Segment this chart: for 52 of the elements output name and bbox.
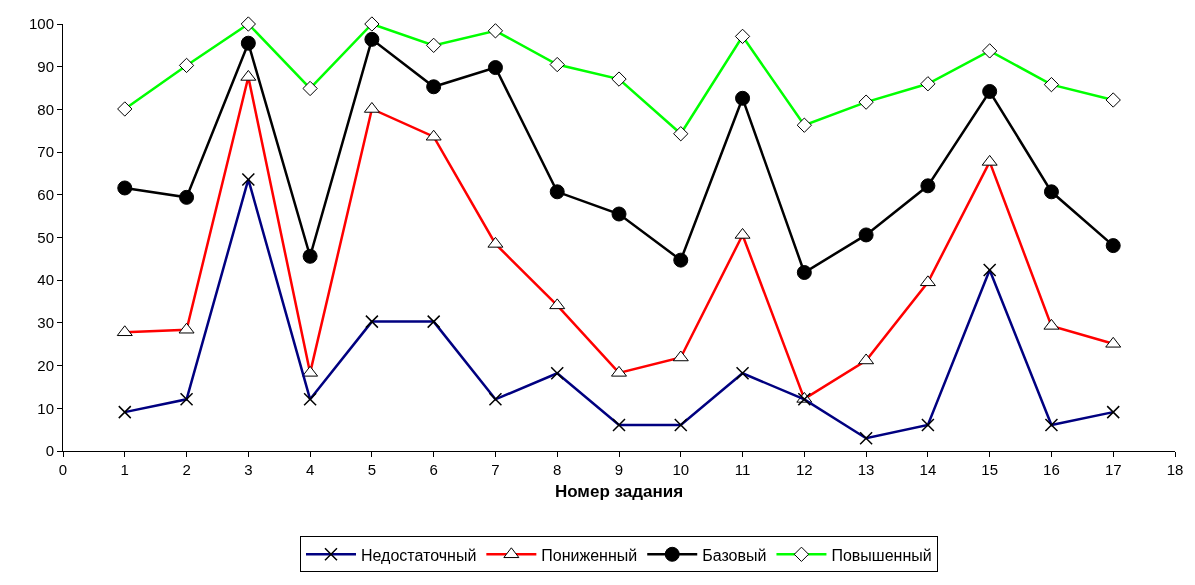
point xyxy=(1043,184,1059,200)
point xyxy=(117,180,133,196)
x-tick-label: 4 xyxy=(305,461,315,478)
x-tick-label: 12 xyxy=(795,461,813,478)
legend-label: Базовый xyxy=(702,546,767,564)
y-tick-label: 10 xyxy=(37,399,54,417)
point xyxy=(735,90,751,106)
x-tick-label: 1 xyxy=(120,461,129,478)
y-tick-label: 40 xyxy=(37,271,54,289)
y-tick-label: 70 xyxy=(37,143,54,161)
legend-label: Пониженный xyxy=(541,546,638,564)
x-tick-label: 2 xyxy=(182,461,191,478)
x-axis-title: Номер задания xyxy=(554,482,684,502)
x-tick-label: 13 xyxy=(857,461,875,478)
point xyxy=(982,83,998,99)
x-tick-label: 9 xyxy=(614,461,624,478)
x-tick-label: 6 xyxy=(429,461,438,478)
x-tick-label: 16 xyxy=(1043,461,1060,478)
x-tick-label: 18 xyxy=(1166,461,1184,478)
y-tick-label: 80 xyxy=(37,100,54,118)
y-tick-label: 20 xyxy=(37,356,54,374)
y-tick-label: 100 xyxy=(28,15,54,33)
x-tick-label: 15 xyxy=(981,461,999,478)
y-tick-label: 60 xyxy=(37,186,54,204)
x-tick-label: 11 xyxy=(734,461,751,478)
point xyxy=(302,248,318,264)
legend-label: Повышенный xyxy=(831,546,932,564)
legend-label: Недостаточный xyxy=(361,546,477,564)
point xyxy=(549,184,565,200)
point xyxy=(487,60,503,76)
x-tick-label: 0 xyxy=(58,461,68,478)
x-tick-label: 3 xyxy=(244,461,253,478)
x-tick-label: 8 xyxy=(553,461,562,478)
x-tick-label: 17 xyxy=(1104,461,1122,478)
point xyxy=(426,79,442,95)
x-tick-label: 14 xyxy=(919,461,937,478)
point xyxy=(796,265,812,280)
point xyxy=(1105,238,1121,254)
y-tick-label: 90 xyxy=(37,57,54,75)
point xyxy=(611,206,627,222)
point xyxy=(364,31,380,47)
y-tick-label: 0 xyxy=(45,442,54,460)
point xyxy=(920,178,936,194)
x-tick-label: 5 xyxy=(367,461,377,478)
point xyxy=(179,189,195,205)
y-tick-label: 50 xyxy=(37,228,54,246)
y-tick-label: 30 xyxy=(37,314,54,332)
point xyxy=(673,252,689,268)
x-tick-label: 10 xyxy=(672,461,690,478)
point xyxy=(858,227,874,243)
point xyxy=(240,35,256,51)
x-tick-label: 7 xyxy=(491,461,500,478)
